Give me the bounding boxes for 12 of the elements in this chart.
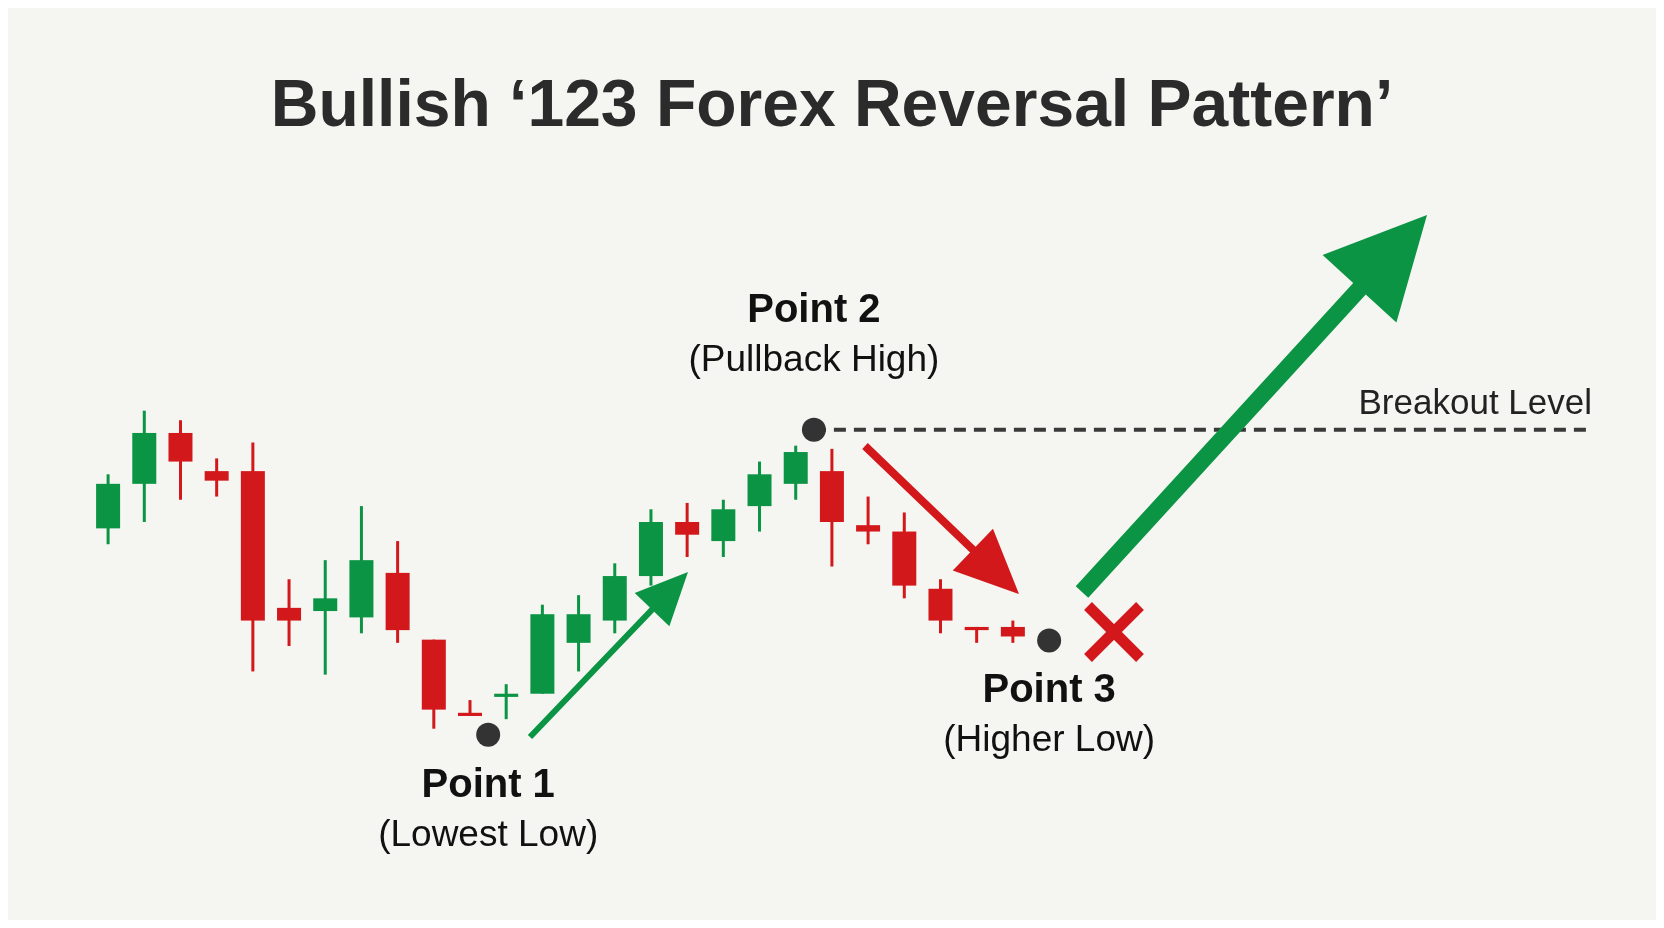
candlestick xyxy=(204,458,229,497)
candlestick xyxy=(856,496,881,545)
candlestick xyxy=(675,501,700,557)
candlestick xyxy=(277,579,302,647)
candlestick xyxy=(494,684,519,721)
text: Point 2 (Pullback High) xyxy=(688,285,940,379)
candlestick xyxy=(1000,620,1025,643)
chart-title: Bullish ‘123 Forex Reversal Pattern’ xyxy=(269,65,1395,142)
ref-line-label: Breakout Level xyxy=(1358,381,1592,421)
candlestick xyxy=(313,560,338,675)
text: Point 1 (Lowest Low) xyxy=(378,760,599,854)
annotation: Point 3 (Higher Low) xyxy=(943,666,1156,760)
